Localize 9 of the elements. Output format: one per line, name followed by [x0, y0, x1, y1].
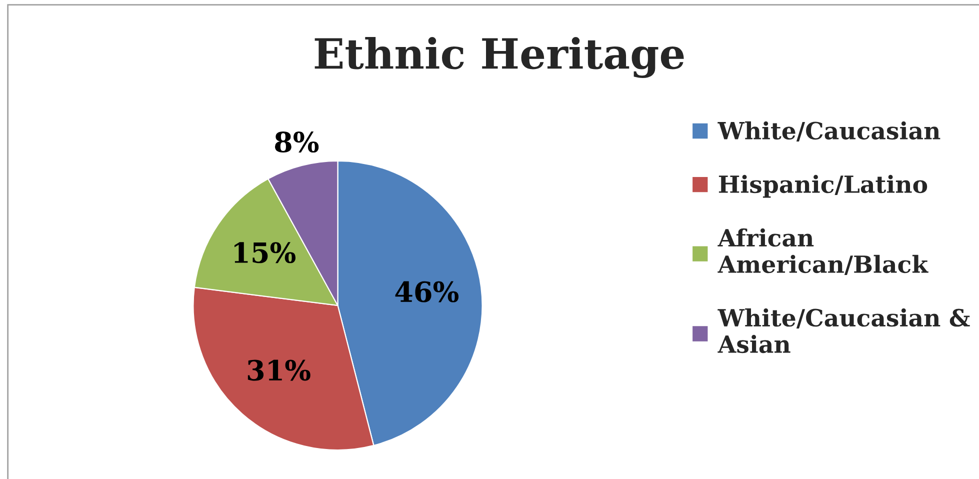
data-label: 31%: [248, 360, 310, 381]
legend-label: White/Caucasian: [718, 121, 940, 142]
chart-title: Ethnic Heritage: [314, 37, 684, 78]
legend-label: Hispanic/Latino: [718, 174, 928, 198]
legend-label: African American/Black: [718, 228, 928, 275]
data-label: 46%: [395, 281, 458, 302]
legend-label: White/Caucasian & Asian: [718, 308, 970, 354]
data-label: 8%: [275, 132, 319, 153]
data-label: 15%: [234, 242, 296, 264]
